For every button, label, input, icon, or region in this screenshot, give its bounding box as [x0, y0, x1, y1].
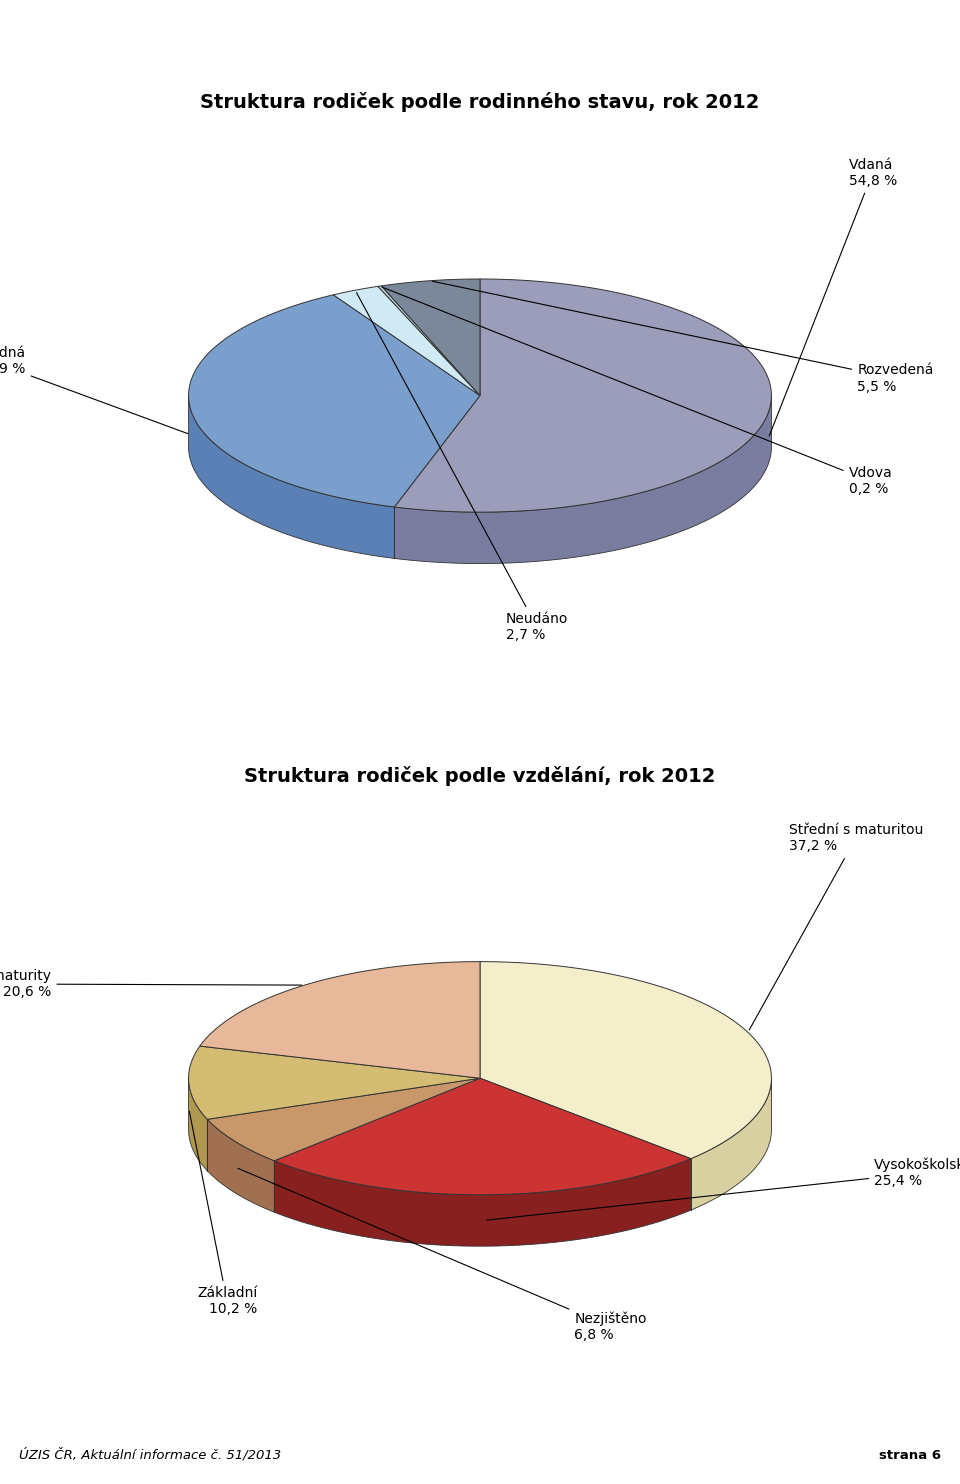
Text: Struktura rodiček podle rodinného stavu, rok 2012: Struktura rodiček podle rodinného stavu,…	[201, 92, 759, 113]
Text: Střední bez maturity
20,6 %: Střední bez maturity 20,6 %	[0, 969, 301, 999]
Polygon shape	[188, 295, 480, 508]
Polygon shape	[207, 1079, 480, 1160]
Text: Neudáno
2,7 %: Neudáno 2,7 %	[356, 292, 568, 643]
Polygon shape	[200, 962, 480, 1079]
Polygon shape	[188, 1046, 480, 1119]
Text: Nezjištěno
6,8 %: Nezjištěno 6,8 %	[238, 1168, 647, 1342]
Polygon shape	[275, 1159, 691, 1247]
Polygon shape	[275, 1079, 691, 1195]
Polygon shape	[333, 286, 480, 396]
Text: Střední s maturitou
37,2 %: Střední s maturitou 37,2 %	[749, 824, 923, 1030]
Polygon shape	[480, 962, 772, 1159]
Polygon shape	[188, 396, 395, 558]
Text: strana 6: strana 6	[878, 1448, 941, 1462]
Text: Struktura rodiček podle vzdělání, rok 2012: Struktura rodiček podle vzdělání, rok 20…	[244, 766, 716, 787]
Text: ÚZIS ČR, Aktuální informace č. 51/2013: ÚZIS ČR, Aktuální informace č. 51/2013	[19, 1448, 281, 1462]
Polygon shape	[691, 1079, 772, 1209]
Polygon shape	[188, 1079, 207, 1171]
Polygon shape	[381, 279, 480, 396]
Text: Vdova
0,2 %: Vdova 0,2 %	[382, 286, 893, 496]
Text: Vysokoškolské
25,4 %: Vysokoškolské 25,4 %	[487, 1158, 960, 1220]
Polygon shape	[207, 1119, 275, 1212]
Polygon shape	[395, 396, 772, 564]
Polygon shape	[395, 279, 772, 512]
Polygon shape	[378, 286, 480, 396]
Text: Základní
10,2 %: Základní 10,2 %	[189, 1112, 257, 1316]
Text: Vdaná
54,8 %: Vdaná 54,8 %	[769, 157, 897, 436]
Text: Svobodná
36,9 %: Svobodná 36,9 %	[0, 346, 188, 433]
Text: Rozvedená
5,5 %: Rozvedená 5,5 %	[433, 282, 933, 393]
